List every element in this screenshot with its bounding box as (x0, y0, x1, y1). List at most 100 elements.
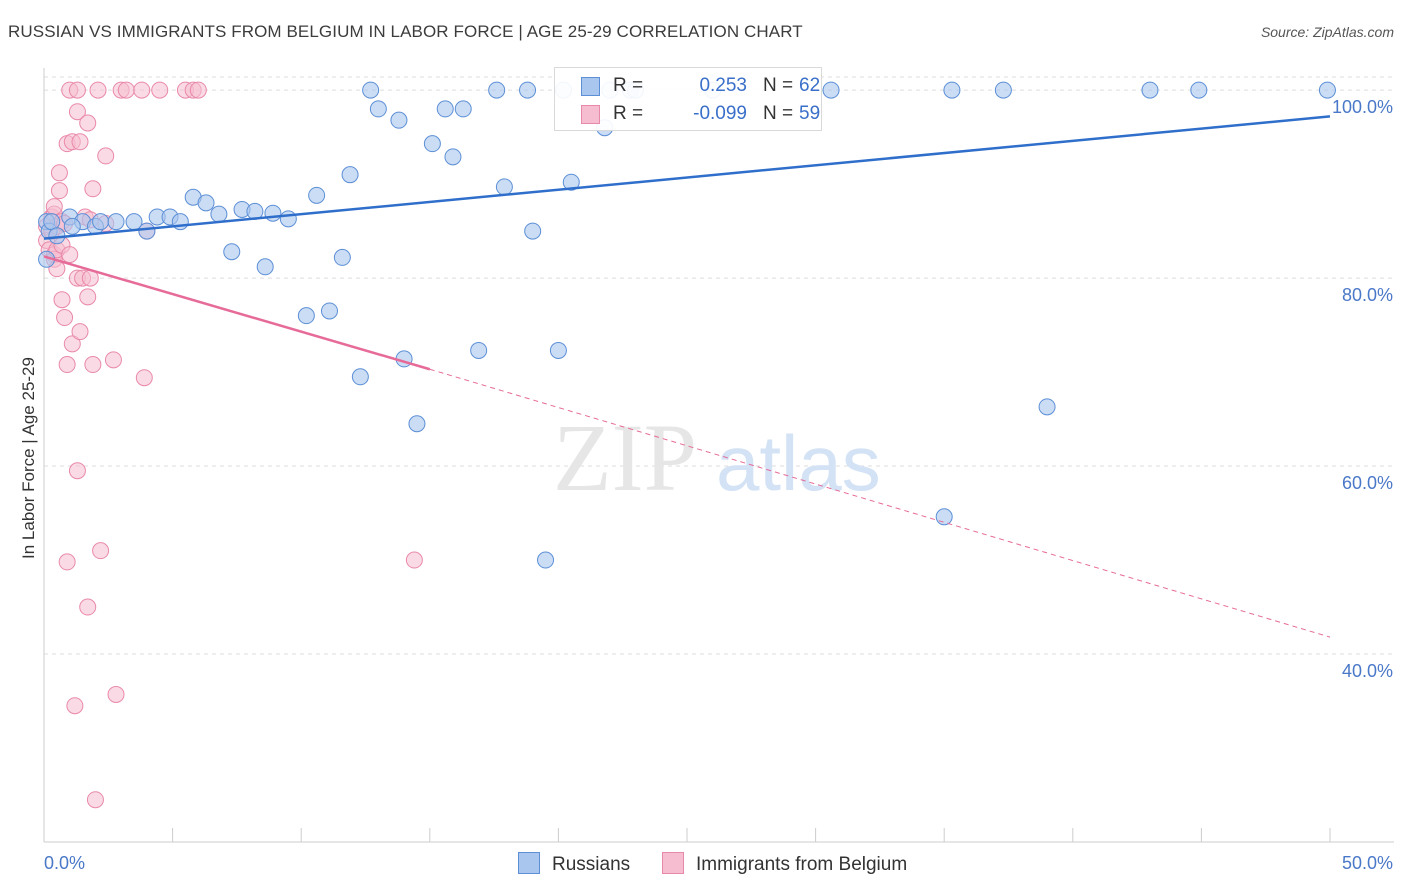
belgium-point (66, 697, 84, 715)
belgium-point (84, 180, 102, 198)
belgium-point (56, 309, 74, 327)
russians-point (308, 186, 326, 204)
watermark-zip: ZIP (553, 404, 697, 511)
russians-point (935, 508, 953, 526)
belgium-point (79, 288, 97, 306)
russians-point (63, 217, 81, 235)
y-tick-label: 40.0% (1342, 661, 1393, 681)
r-value: -0.099 (693, 103, 747, 124)
russians-point (408, 415, 426, 433)
belgium-point (61, 246, 79, 264)
belgium-point (58, 356, 76, 374)
axes (43, 68, 1394, 843)
belgium-point (68, 81, 86, 99)
r-label: R = (613, 75, 644, 96)
x-tick-label: 0.0% (44, 853, 85, 873)
russians-point (362, 81, 380, 99)
belgium-point (79, 114, 97, 132)
russians-point (444, 148, 462, 166)
legend-item-belgium[interactable]: Immigrants from Belgium (662, 852, 907, 876)
belgium-swatch (581, 105, 600, 124)
russians-point (994, 81, 1012, 99)
russians-point (390, 111, 408, 129)
russians-point (1190, 81, 1208, 99)
belgium-point (86, 791, 104, 809)
n-label: N = (763, 103, 794, 124)
belgium-point (151, 81, 169, 99)
n-label: N = (763, 75, 794, 96)
russians-point (256, 258, 274, 276)
russians-point (454, 100, 472, 118)
legend-item-russians[interactable]: Russians (518, 852, 630, 876)
belgium-point (107, 685, 125, 703)
x-tick-label: 50.0% (1342, 853, 1393, 873)
r-value: 0.253 (699, 75, 747, 96)
belgium-point (45, 198, 63, 216)
russians-point (562, 173, 580, 191)
belgium-point (135, 369, 153, 387)
watermark-atlas: atlas (716, 419, 881, 507)
belgium-point (133, 81, 151, 99)
y-axis-label: In Labor Force | Age 25-29 (19, 357, 38, 559)
y-tick-label: 80.0% (1342, 285, 1393, 305)
russians-legend-swatch (518, 852, 540, 874)
russians-point (943, 81, 961, 99)
belgium-point (405, 551, 423, 569)
russians-point (470, 341, 488, 359)
belgium-point (50, 164, 68, 182)
n-value: 59 (799, 103, 821, 124)
russians-point (822, 81, 840, 99)
russians-swatch (581, 77, 600, 96)
belgium-trend-extension (429, 368, 1331, 638)
source-credit: Source: ZipAtlas.com (1260, 24, 1394, 40)
chart-title: RUSSIAN VS IMMIGRANTS FROM BELGIUM IN LA… (8, 22, 803, 41)
r-label: R = (613, 103, 644, 124)
russians-point (1038, 398, 1056, 416)
russians-point (495, 178, 513, 196)
belgium-point (68, 103, 86, 121)
belgium-legend-swatch (662, 852, 684, 874)
russians-point (43, 213, 61, 231)
belgium-point (71, 133, 89, 151)
tick-labels: 40.0% 60.0% 80.0% 100.0% 0.0% 50.0% (44, 97, 1393, 873)
belgium-point (68, 462, 86, 480)
y-tick-label: 60.0% (1342, 473, 1393, 493)
russians-point (341, 166, 359, 184)
russians-point (519, 81, 537, 99)
russians-point (210, 205, 228, 223)
russians-point (1141, 81, 1159, 99)
gridlines (44, 76, 1394, 655)
russians-point (297, 307, 315, 325)
belgium-point (117, 81, 135, 99)
russians-point (92, 213, 110, 231)
russians-point (423, 135, 441, 153)
russians-trend-line (43, 115, 1331, 240)
russians-point (197, 194, 215, 212)
watermark: ZIP atlas (553, 404, 881, 511)
belgium-point (97, 147, 115, 165)
belgium-trend-line (43, 255, 431, 371)
russians-point (488, 81, 506, 99)
belgium-point (92, 542, 110, 560)
russians-point (549, 341, 567, 359)
russians-point (537, 551, 555, 569)
belgium-point (104, 351, 122, 369)
belgium-point (63, 335, 81, 353)
russians-point (333, 248, 351, 266)
russians-point (524, 222, 542, 240)
y-tick-label: 100.0% (1332, 97, 1393, 117)
belgium-point (89, 81, 107, 99)
russians-point (223, 243, 241, 261)
belgium-point (50, 182, 68, 200)
russians-point (279, 210, 297, 228)
russians-point (436, 100, 454, 118)
russians-point (320, 302, 338, 320)
belgium-point (84, 356, 102, 374)
russians-point (138, 222, 156, 240)
trend-lines (43, 115, 1331, 638)
russians-legend-label: Russians (552, 854, 631, 875)
russians-point (107, 213, 125, 231)
belgium-point (71, 323, 89, 341)
belgium-point (53, 291, 71, 309)
